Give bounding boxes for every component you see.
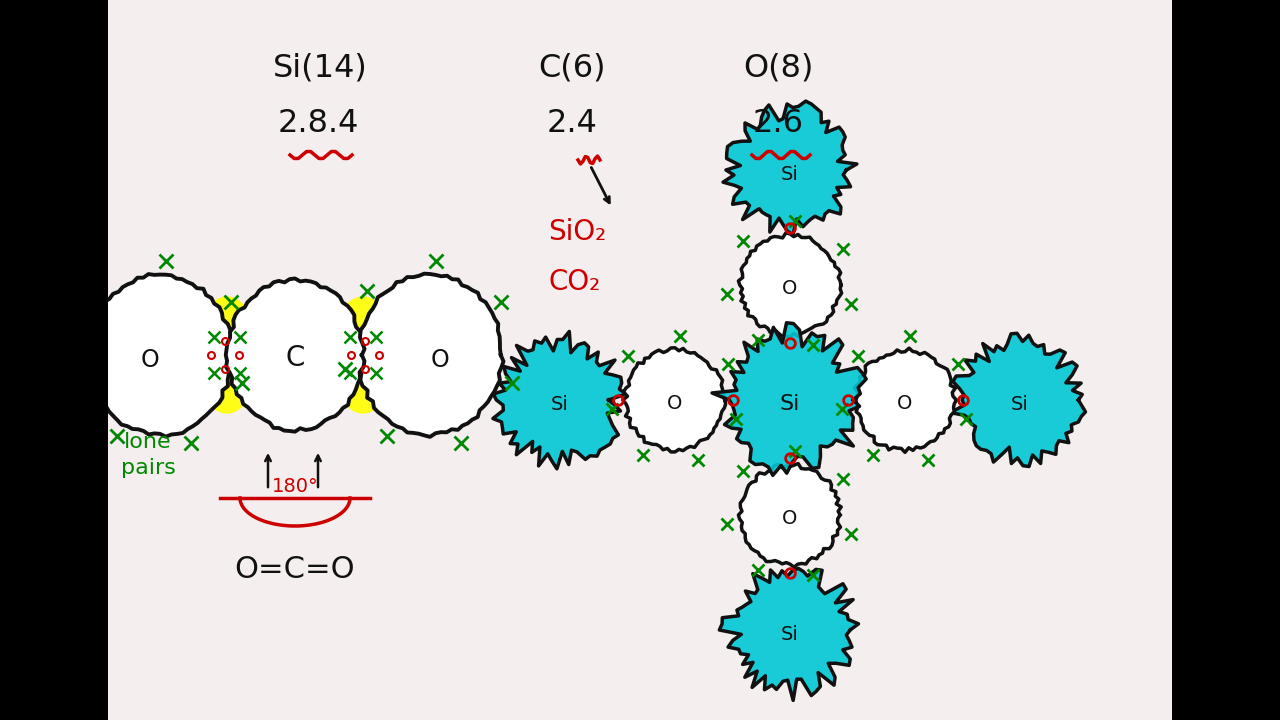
Polygon shape: [719, 568, 859, 701]
Text: C(6): C(6): [539, 52, 605, 83]
Text: Si: Si: [780, 394, 800, 414]
Polygon shape: [739, 464, 841, 567]
Text: Si: Si: [552, 395, 568, 413]
Bar: [1172, 0, 1280, 720]
Polygon shape: [195, 297, 259, 413]
Polygon shape: [493, 331, 626, 469]
Text: O=C=O: O=C=O: [234, 556, 356, 585]
Polygon shape: [723, 101, 856, 235]
Text: CO₂: CO₂: [548, 268, 600, 296]
Text: Si: Si: [781, 164, 799, 184]
Text: O: O: [782, 508, 797, 528]
Polygon shape: [739, 233, 842, 337]
Text: O: O: [782, 279, 797, 297]
Polygon shape: [357, 274, 503, 437]
Text: SiO₂: SiO₂: [548, 218, 607, 246]
Polygon shape: [854, 348, 956, 452]
Text: O: O: [667, 394, 682, 413]
Text: 180°: 180°: [271, 477, 319, 495]
Polygon shape: [623, 348, 726, 452]
Text: lone
pairs: lone pairs: [120, 432, 175, 478]
Text: Si(14): Si(14): [273, 52, 367, 83]
Polygon shape: [225, 279, 365, 432]
Polygon shape: [712, 323, 867, 475]
Polygon shape: [332, 297, 396, 413]
Polygon shape: [87, 274, 233, 437]
Text: 2.4: 2.4: [547, 108, 598, 139]
Text: O: O: [430, 348, 449, 372]
Text: Si: Si: [781, 624, 799, 644]
Polygon shape: [950, 333, 1085, 467]
Text: O: O: [897, 394, 913, 413]
Text: 2.6: 2.6: [753, 108, 804, 139]
Text: Si: Si: [1011, 395, 1029, 413]
Text: O: O: [141, 348, 160, 372]
Text: 2.8.4: 2.8.4: [278, 108, 358, 139]
Text: C: C: [285, 344, 305, 372]
Bar: [0, 0, 108, 720]
Text: O(8): O(8): [742, 52, 813, 83]
